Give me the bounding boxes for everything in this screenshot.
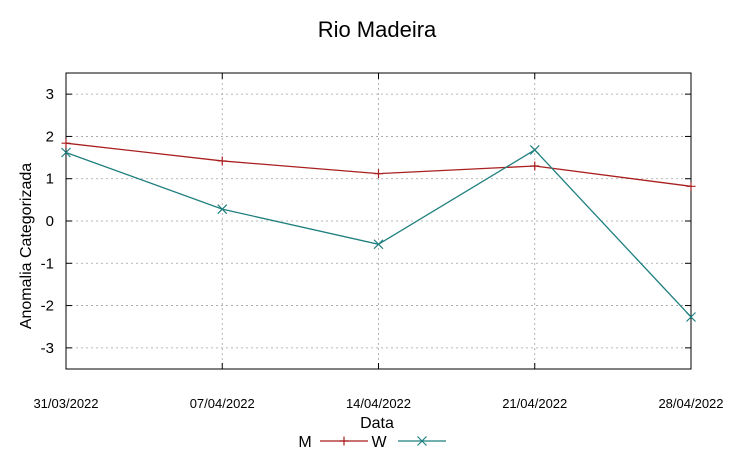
x-tick-label: 21/04/2022 [502, 396, 567, 411]
data-point [530, 161, 540, 171]
y-tick-label: -3 [41, 340, 54, 357]
data-point [529, 145, 540, 155]
data-point [61, 138, 71, 148]
legend-marker [339, 436, 349, 446]
x-tick-label: 07/04/2022 [190, 396, 255, 411]
y-axis-label: Anomalia Categorizada [18, 163, 35, 329]
y-tick-label: 0 [46, 213, 54, 230]
chart-title: Rio Madeira [318, 17, 437, 42]
y-tick-label: -1 [41, 255, 54, 272]
data-point [217, 204, 228, 215]
x-axis-label: Data [360, 415, 394, 432]
series-M [61, 138, 696, 191]
legend-label: M [298, 434, 311, 451]
y-tick-label: 3 [46, 86, 54, 103]
x-tick-label: 31/03/2022 [33, 396, 98, 411]
x-tick-label: 28/04/2022 [658, 396, 723, 411]
y-tick-label: 2 [46, 128, 54, 145]
legend-label: W [371, 434, 387, 451]
data-point [61, 147, 71, 158]
grid-lines [66, 73, 691, 369]
data-point [373, 239, 384, 250]
data-point [686, 312, 696, 322]
series-lines [61, 138, 696, 322]
data-point [374, 169, 383, 179]
data-point [686, 181, 696, 191]
y-tick-label: 1 [46, 171, 54, 188]
x-axis-ticks: 31/03/2022 07/04/2022 14/04/2022 21/04/2022… [33, 73, 724, 411]
series-W [61, 145, 696, 322]
y-axis-ticks: 3 2 1 0 -1 -2 -3 [41, 86, 691, 357]
x-tick-label: 14/04/2022 [346, 396, 411, 411]
data-point [217, 156, 227, 166]
y-tick-label: -2 [41, 298, 54, 315]
legend-marker [417, 436, 427, 446]
